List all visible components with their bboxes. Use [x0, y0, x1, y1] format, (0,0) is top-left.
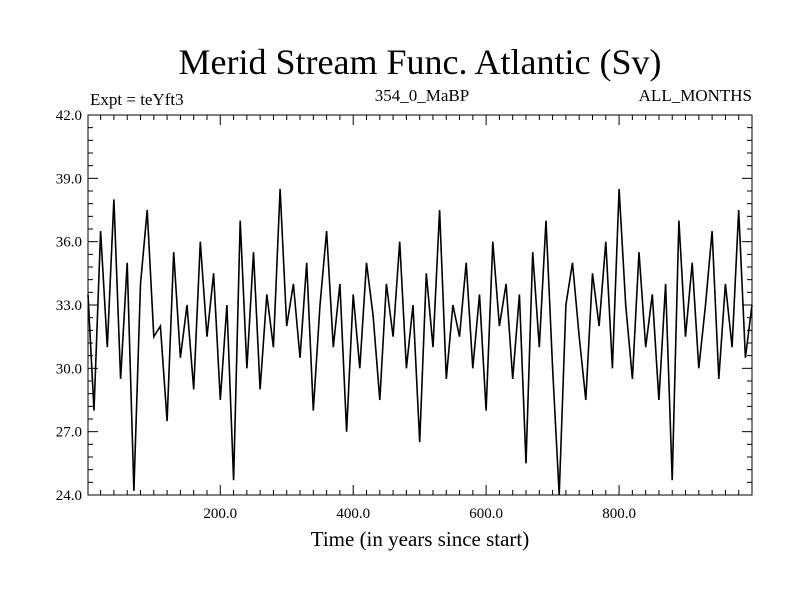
x-axis: 200.0 400.0 600.0 800.0: [100, 115, 740, 522]
experiment-label: Expt = teYft3: [90, 90, 184, 109]
y-axis: 24.0 27.0 30.0 33.0 36.0 39.0 42.0: [56, 108, 752, 504]
months-label: ALL_MONTHS: [639, 86, 752, 105]
x-tick-label: 400.0: [336, 506, 370, 522]
y-tick-label: 24.0: [56, 488, 82, 504]
x-tick-label: 600.0: [469, 506, 503, 522]
y-tick-label: 27.0: [56, 425, 82, 441]
chart-title: Merid Stream Func. Atlantic (Sv): [179, 42, 662, 82]
y-tick-label: 30.0: [56, 361, 82, 377]
x-axis-label: Time (in years since start): [311, 527, 530, 551]
x-tick-label: 200.0: [203, 506, 237, 522]
x-tick-label: 800.0: [602, 506, 636, 522]
period-label: 354_0_MaBP: [375, 86, 469, 105]
y-tick-label: 36.0: [56, 235, 82, 251]
y-tick-label: 39.0: [56, 171, 82, 187]
y-tick-label: 33.0: [56, 298, 82, 314]
series-line: [87, 188, 753, 496]
y-tick-label: 42.0: [56, 108, 82, 124]
